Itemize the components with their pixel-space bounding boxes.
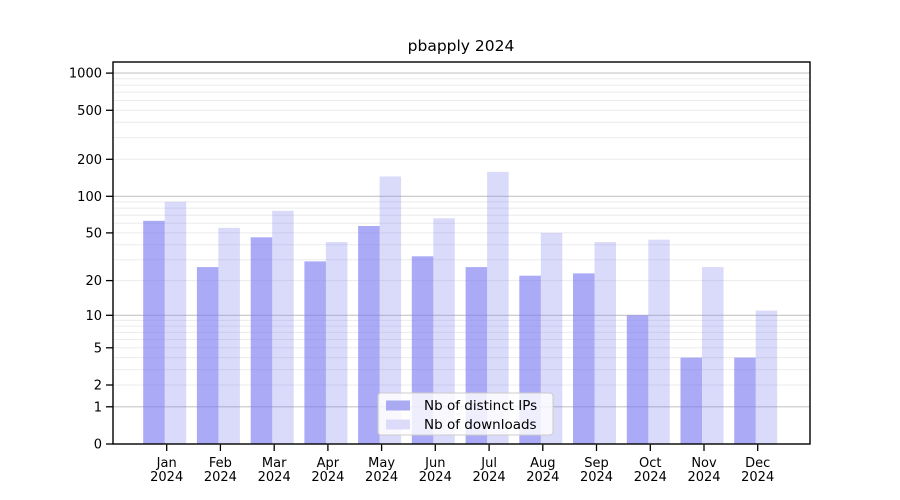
bar-downloads-jan (164, 201, 187, 444)
legend-box (377, 392, 554, 436)
x-tick-label-month: Aug (530, 456, 555, 471)
bar-downloads-feb (218, 227, 240, 444)
plot-border (112, 61, 811, 445)
x-tick-label-year: 2024 (419, 470, 452, 485)
x-tick-label-year: 2024 (634, 470, 667, 485)
bar-distinct-ips-dec (734, 357, 756, 444)
bar-distinct-ips-nov (680, 357, 702, 444)
x-tick-label-year: 2024 (258, 470, 291, 485)
bar-downloads-nov (702, 267, 724, 444)
x-tick-label-month: Jun (424, 456, 445, 471)
bar-downloads-may (379, 176, 402, 444)
x-tick-label-year: 2024 (580, 470, 613, 485)
bar-downloads-apr (325, 242, 348, 444)
axes: 01251020501002005001000Jan2024Feb2024Mar… (69, 61, 811, 485)
y-tick-label: 5 (94, 341, 102, 356)
legend-swatch-ips (386, 400, 410, 411)
x-tick-label-month: Dec (745, 456, 770, 471)
x-tick-label-month: Sep (584, 456, 609, 471)
x-tick-label-month: Jul (480, 456, 497, 471)
bar-downloads-sep (594, 242, 616, 444)
y-tick-label: 1 (94, 400, 102, 415)
legend-label: Nb of distinct IPs (424, 398, 537, 414)
chart-title: pbapply 2024 (408, 37, 515, 55)
legend-label: Nb of downloads (424, 417, 537, 433)
bar-distinct-ips-jan (143, 220, 165, 444)
y-tick-label: 200 (77, 153, 102, 168)
x-tick-label-month: Apr (317, 456, 340, 471)
x-tick-label-year: 2024 (150, 470, 183, 485)
x-tick-label-month: Mar (262, 456, 287, 471)
y-tick-label: 50 (85, 226, 102, 241)
x-tick-label-year: 2024 (204, 470, 237, 485)
x-tick-label-year: 2024 (687, 470, 720, 485)
bar-distinct-ips-feb (196, 267, 219, 444)
y-tick-label: 100 (77, 190, 102, 205)
x-tick-label-year: 2024 (526, 470, 559, 485)
bar-downloads-jul (487, 171, 509, 444)
y-tick-label: 2 (94, 379, 102, 394)
x-tick-label-year: 2024 (365, 470, 398, 485)
y-tick-label: 10 (85, 309, 102, 324)
legend: Nb of distinct IPs Nb of downloads (377, 392, 554, 436)
x-tick-label-month: Nov (691, 456, 717, 471)
x-tick-label-month: Jan (156, 456, 177, 471)
y-tick-label: 0 (94, 438, 102, 453)
bar-downloads-jun (433, 218, 455, 444)
bar-distinct-ips-sep (573, 273, 595, 444)
x-tick-label-year: 2024 (473, 470, 506, 485)
y-tick-label: 20 (85, 274, 102, 289)
x-tick-label-month: Feb (209, 456, 232, 471)
y-tick-label: 1000 (69, 67, 102, 82)
x-tick-label-month: Oct (639, 456, 661, 471)
bar-downloads-dec (755, 310, 778, 444)
bar-downloads-oct (648, 239, 670, 444)
bar-downloads-aug (540, 232, 563, 444)
bar-distinct-ips-oct (626, 315, 649, 444)
bar-distinct-ips-apr (304, 261, 326, 444)
y-tick-label: 500 (77, 104, 102, 119)
bar-distinct-ips-mar (250, 237, 273, 444)
bar-downloads-mar (272, 210, 294, 444)
bar-distinct-ips-may (358, 226, 380, 444)
x-tick-label-year: 2024 (741, 470, 774, 485)
x-tick-label-year: 2024 (311, 470, 344, 485)
x-tick-label-month: May (368, 456, 395, 471)
legend-swatch-downloads (386, 419, 410, 430)
